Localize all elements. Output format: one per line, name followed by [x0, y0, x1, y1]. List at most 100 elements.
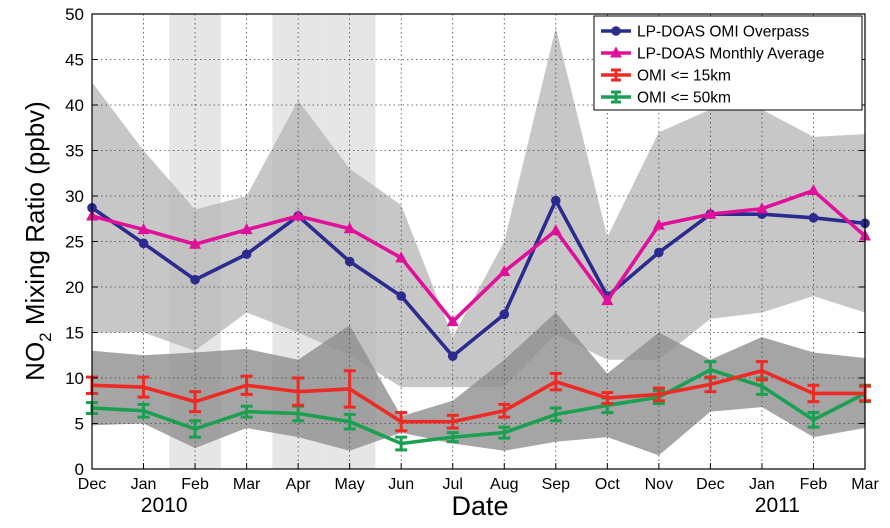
y-tick-label-2: 10 [65, 369, 84, 388]
series-1-point-2 [189, 237, 202, 249]
series-1-point-3 [240, 223, 253, 235]
y-tick-labels: 0 5 10 15 20 25 30 35 40 45 50 [65, 5, 865, 479]
y-axis-label-main: NO [20, 342, 50, 381]
y-tick-label-0: 0 [75, 460, 84, 479]
y-tick-label-1: 5 [75, 415, 84, 434]
series-0-point-5 [344, 256, 355, 267]
series-line-2 [91, 368, 865, 424]
series-2-point-12 [704, 375, 717, 394]
series-2-point-13 [755, 360, 768, 382]
series-0-point-9 [551, 195, 561, 206]
y-axis-label-rest: Mixing Ratio (ppbv) [20, 101, 50, 332]
series-2 [86, 360, 871, 433]
legend-box [593, 15, 863, 111]
legend-entry-3: OMI <= 50km [601, 90, 731, 107]
year-label-0: 2010 [141, 494, 188, 517]
series-3-point-1 [137, 402, 150, 419]
series-1-point-14 [807, 184, 820, 196]
y-axis-label: NO2 Mixing Ratio (ppbv) [20, 101, 55, 381]
series-1-point-6 [395, 251, 408, 263]
y-tick-label-9: 45 [65, 51, 84, 70]
legend-label-3: OMI <= 50km [637, 90, 731, 107]
series-1-point-8 [498, 265, 511, 277]
x-tick-labels: Dec Jan Feb Mar Apr May Jun Jul Aug Sep Oct Nov Dec J… [78, 463, 879, 493]
range-band-1 [92, 312, 865, 456]
year-label-1: 2011 [755, 494, 800, 517]
range-bands [92, 27, 865, 456]
series-0-point-2 [190, 274, 200, 285]
series-2-point-14 [807, 383, 820, 404]
x-tick-label-11: Nov [645, 476, 673, 493]
x-tick-label-15: Mar [851, 476, 879, 493]
legend-swatch-marker-1 [610, 46, 622, 58]
x-tick-label-1: Jan [131, 476, 157, 493]
series-group [86, 184, 871, 452]
legend-swatch-marker-3 [611, 90, 621, 104]
legend-label-0: LP-DOAS OMI Overpass [637, 24, 810, 41]
series-2-point-10 [601, 391, 614, 405]
series-3-point-8 [498, 425, 511, 440]
y-axis-label-subscript: 2 [36, 332, 55, 341]
y-tick-label-8: 40 [65, 96, 84, 115]
x-tick-label-8: Aug [490, 476, 518, 493]
series-1-point-5 [343, 222, 356, 234]
legend-label-1: LP-DOAS Monthly Average [637, 46, 825, 63]
series-3-point-6 [395, 435, 408, 452]
series-0-point-6 [396, 291, 407, 301]
legend-entry-1: LP-DOAS Monthly Average [601, 46, 825, 63]
series-2-point-6 [395, 411, 408, 433]
year-labels: 2010 2011 [141, 494, 800, 517]
x-tick-label-7: Jul [443, 476, 463, 493]
series-1-point-4 [292, 209, 305, 221]
x-tick-label-6: Jun [388, 476, 414, 493]
series-3-point-9 [549, 406, 562, 423]
series-0-point-8 [499, 309, 510, 320]
x-axis-label: Date [451, 491, 508, 521]
x-tick-label-9: Sep [542, 476, 571, 493]
y-tick-label-4: 20 [65, 278, 84, 297]
series-2-point-8 [498, 402, 511, 419]
range-band-0 [92, 27, 865, 388]
y-tick-label-5: 25 [65, 233, 84, 252]
series-1-point-11 [652, 218, 665, 230]
series-2-point-3 [240, 374, 253, 396]
series-2-point-11 [652, 386, 665, 403]
legend-swatch-marker-0 [611, 26, 621, 36]
series-3-point-3 [240, 404, 253, 419]
series-2-point-9 [549, 371, 562, 392]
x-tick-label-12: Dec [696, 476, 724, 493]
series-0-point-14 [808, 213, 819, 223]
legend-swatch-marker-2 [611, 68, 621, 82]
series-2-point-4 [292, 376, 305, 407]
y-tick-label-3: 15 [65, 324, 84, 343]
y-tick-label-7: 35 [65, 142, 84, 161]
series-0-point-3 [241, 249, 252, 260]
series-line-0 [90, 198, 866, 358]
series-3-point-14 [807, 411, 820, 429]
y-tick-label-6: 30 [65, 187, 84, 206]
series-1-point-10 [601, 294, 614, 306]
series-1-point-13 [755, 202, 768, 214]
legend: LP-DOAS OMI Overpass LP-DOAS Monthly Aver… [593, 15, 863, 111]
x-tick-label-4: Apr [286, 476, 312, 493]
series-3-point-7 [446, 431, 459, 444]
x-tick-label-0: Dec [78, 476, 106, 493]
series-0-point-1 [138, 238, 149, 249]
series-1-point-9 [549, 224, 562, 236]
series-2-point-5 [343, 369, 356, 409]
series-2-point-2 [189, 390, 202, 414]
series-line-1 [91, 188, 867, 324]
x-tick-label-14: Feb [800, 476, 828, 493]
series-1 [86, 184, 871, 327]
series-1-point-1 [137, 223, 150, 235]
x-tick-label-10: Oct [595, 476, 620, 493]
series-2-point-1 [137, 375, 150, 399]
x-tick-label-2: Feb [181, 476, 209, 493]
x-tick-label-5: May [335, 476, 365, 493]
series-2-point-7 [446, 413, 459, 430]
series-0-point-11 [654, 247, 664, 258]
legend-entry-2: OMI <= 15km [601, 68, 731, 85]
y-tick-label-10: 50 [65, 5, 84, 24]
